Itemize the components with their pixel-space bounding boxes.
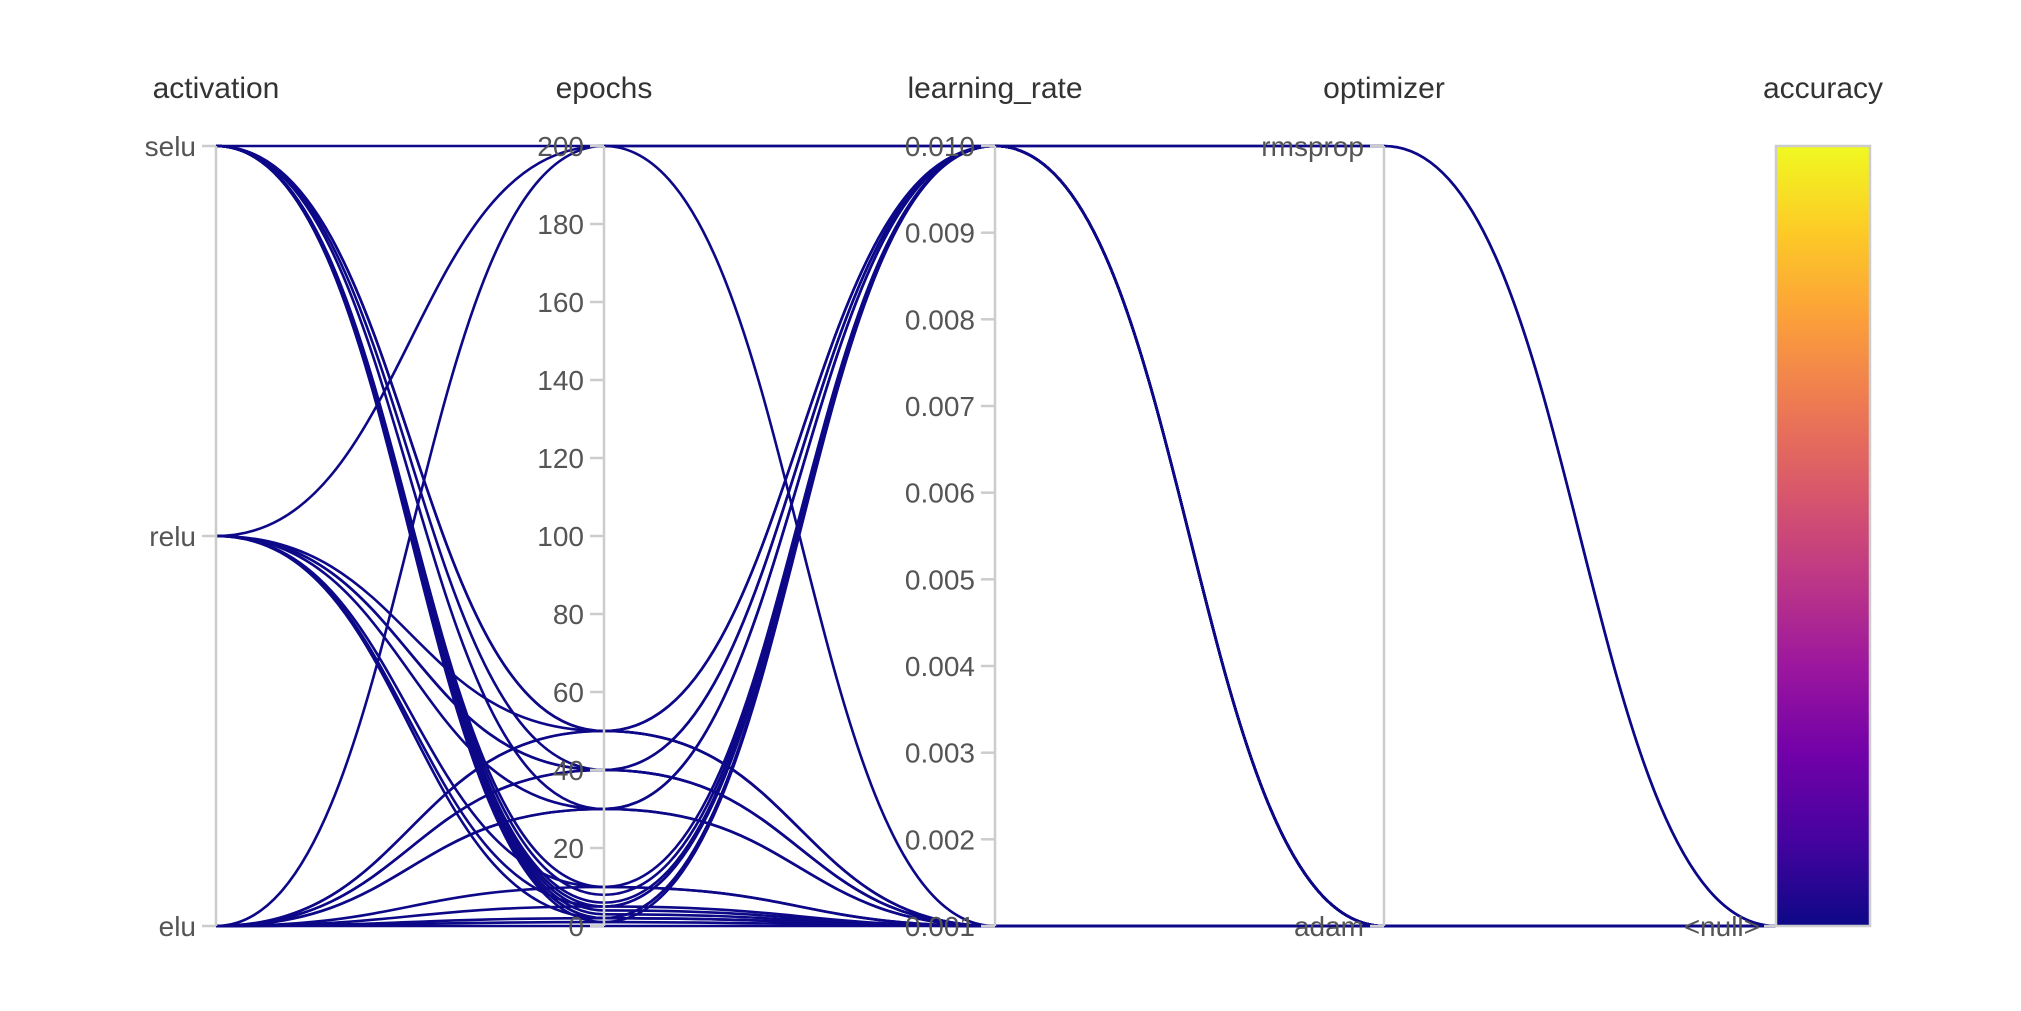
- tick-label: 200: [537, 131, 584, 162]
- tick-label: adam: [1294, 911, 1364, 942]
- tick-label: 0.004: [905, 651, 975, 682]
- axis-activation: activation elu relu selu: [145, 72, 280, 942]
- tick-label: selu: [145, 131, 196, 162]
- tick-label: 60: [553, 677, 584, 708]
- tick-label: 0.005: [905, 564, 975, 595]
- tick-label: 160: [537, 287, 584, 318]
- tick-label: 0.003: [905, 738, 975, 769]
- axis-title-optimizer: optimizer: [1323, 72, 1445, 105]
- tick-label: 20: [553, 833, 584, 864]
- tick-label: 120: [537, 443, 584, 474]
- tick-label: 0.001: [905, 911, 975, 942]
- axis-title-activation: activation: [153, 72, 280, 105]
- tick-label: 0.010: [905, 131, 975, 162]
- axis-title-accuracy: accuracy: [1763, 72, 1883, 105]
- axis-learning-rate: learning_rate 0.001 0.002 0.003 0.004 0.005 0.…: [905, 72, 1083, 942]
- tick-label: relu: [149, 521, 196, 552]
- axes: activation elu relu selu epochs 0 20 40 60 80 100 1…: [145, 72, 1883, 942]
- tick-label: 100: [537, 521, 584, 552]
- axis-title-epochs: epochs: [556, 72, 653, 105]
- axis-optimizer: optimizer adam rmsprop: [1261, 72, 1445, 942]
- axis-accuracy: accuracy <null>: [1684, 72, 1883, 942]
- run-line-33: [215, 807, 1776, 928]
- accuracy-colorbar: [1774, 144, 1872, 928]
- tick-label: 0: [568, 911, 584, 942]
- tick-label: 0.008: [905, 304, 975, 335]
- tick-label: 0.002: [905, 824, 975, 855]
- tick-label: 40: [553, 755, 584, 786]
- tick-label: 0.009: [905, 218, 975, 249]
- tick-label: 140: [537, 365, 584, 396]
- tick-label: 180: [537, 209, 584, 240]
- axis-title-learning-rate: learning_rate: [907, 72, 1082, 105]
- tick-label: 0.006: [905, 478, 975, 509]
- tick-label: 80: [553, 599, 584, 630]
- accuracy-tick-label: <null>: [1684, 911, 1760, 942]
- tick-label: rmsprop: [1261, 131, 1364, 162]
- tick-label: elu: [159, 911, 196, 942]
- axis-epochs: epochs 0 20 40 60 80 100 120 140 160 180 200: [537, 72, 652, 942]
- tick-label: 0.007: [905, 391, 975, 422]
